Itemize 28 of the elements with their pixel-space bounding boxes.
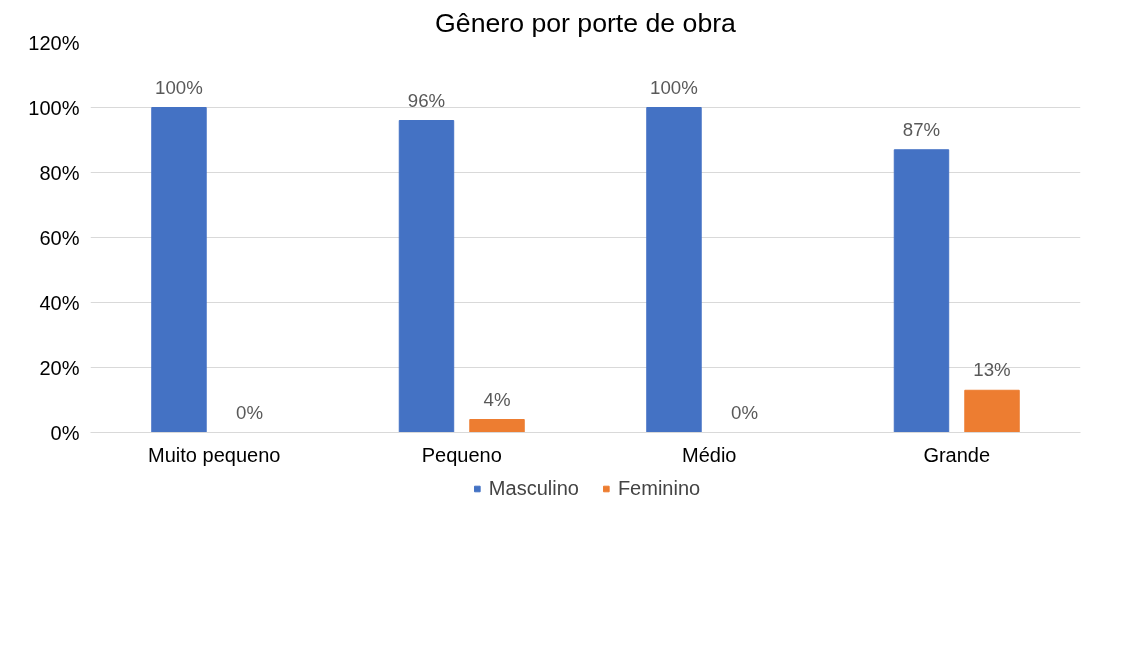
y-tick-label: 0%	[50, 421, 80, 444]
x-tick-label: Pequeno	[421, 443, 502, 466]
y-tick-label: 120%	[28, 31, 80, 54]
bar	[469, 419, 525, 433]
y-tick-label: 60%	[39, 226, 80, 249]
data-label: 4%	[483, 388, 511, 410]
bar	[398, 120, 455, 433]
legend-label: Masculino	[488, 476, 579, 500]
data-label: 96%	[407, 89, 446, 111]
data-label: 100%	[650, 76, 698, 98]
bar	[964, 389, 1020, 433]
bar	[151, 107, 207, 433]
x-tick-label: Muito pequeno	[148, 443, 281, 466]
y-tick-label: 80%	[39, 161, 80, 184]
data-label: 87%	[902, 118, 941, 140]
data-label: 0%	[236, 401, 264, 423]
y-tick-label: 20%	[39, 356, 80, 379]
y-tick-label: 100%	[28, 96, 80, 119]
x-tick-label: Médio	[682, 443, 737, 466]
legend-label: Feminino	[617, 476, 701, 500]
y-tick-label: 40%	[39, 291, 80, 314]
chart-title: Gênero por porte de obra	[435, 7, 737, 38]
data-label: 100%	[155, 76, 203, 98]
bar	[893, 149, 950, 433]
bar	[646, 107, 702, 433]
x-tick-label: Grande	[923, 443, 991, 466]
data-label: 0%	[731, 401, 759, 423]
data-label: 13%	[973, 359, 1011, 381]
